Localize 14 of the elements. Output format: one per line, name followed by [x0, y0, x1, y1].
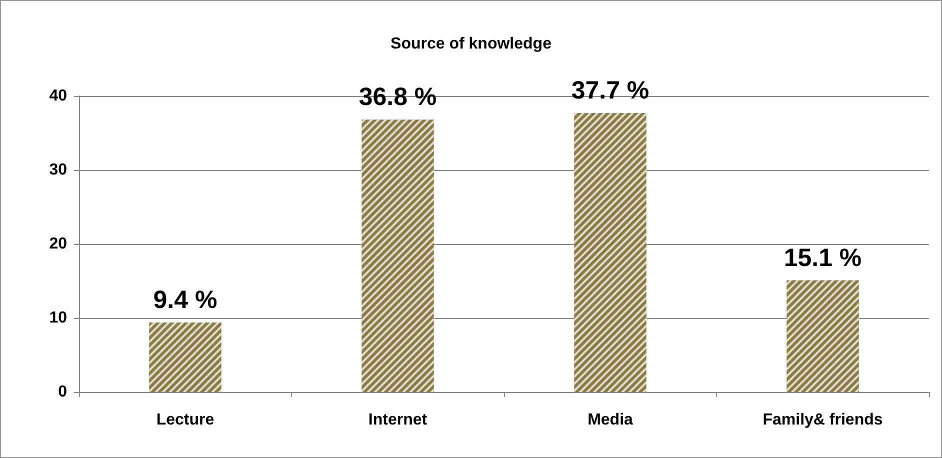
data-label: 37.7 %: [571, 76, 650, 105]
data-label: 15.1 %: [784, 244, 862, 272]
y-tick-label: 20: [49, 236, 68, 252]
y-tick-label: 40: [49, 88, 68, 104]
y-tick-label: 0: [58, 384, 68, 400]
x-tick-label: Media: [588, 412, 634, 428]
data-label: 36.8 %: [358, 83, 437, 112]
data-label: 9.4 %: [153, 286, 218, 314]
y-tick-label: 30: [49, 162, 68, 178]
x-tick-label: Lecture: [156, 412, 214, 428]
x-tick-label: Family& friends: [762, 412, 883, 428]
x-tick-label: Internet: [368, 412, 428, 428]
y-tick-label: 10: [49, 310, 68, 326]
chart-title: Source of knowledge: [390, 36, 552, 52]
